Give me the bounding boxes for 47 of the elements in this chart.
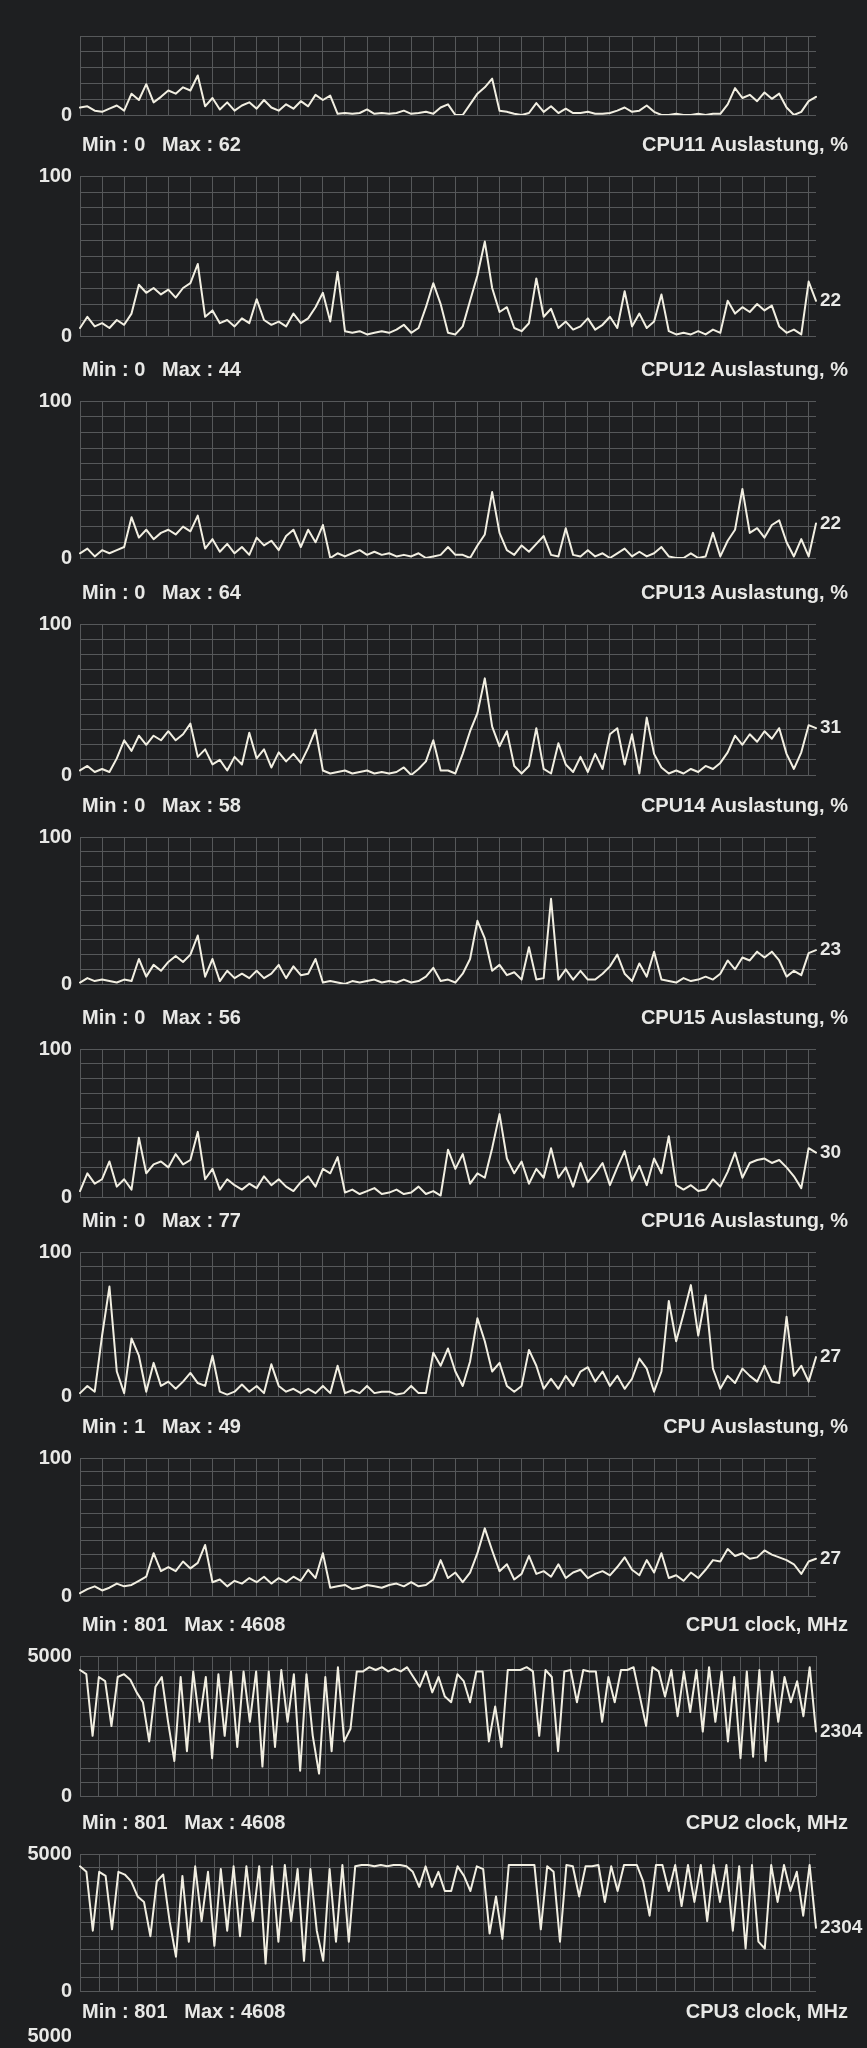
y-tick-label: 100 — [38, 163, 72, 186]
data-label: 27 — [820, 1345, 842, 1367]
y-tick-label: 100 — [38, 1036, 72, 1059]
y-tick-label: 0 — [60, 545, 72, 568]
data-label: 23 — [820, 938, 842, 960]
chart-subtitle: Min : 0 Max : 77 — [82, 1208, 241, 1232]
y-tick-label: 100 — [38, 611, 72, 634]
y-tick-label: 0 — [60, 1783, 72, 1806]
chart-title: CPU15 Auslastung, % — [640, 1005, 848, 1029]
data-label: 27 — [820, 1546, 842, 1568]
text: Min : 801 Max : 4608 — [82, 1999, 286, 2023]
y-tick-label: 0 — [60, 1184, 72, 1207]
chart-title: CPU1 clock, MHz — [685, 1612, 848, 1636]
chart-title: CPU13 Auslastung, % — [640, 580, 848, 604]
data-label: 30 — [820, 1140, 842, 1162]
chart-subtitle: Min : 0 Max : 64 — [82, 580, 241, 604]
y-tick-label: 100 — [38, 388, 72, 411]
chart-title: CPU Auslastung, % — [663, 1414, 848, 1438]
y-tick-label: 5000 — [27, 1841, 72, 1864]
chart-title: CPU11 Auslastung, % — [642, 132, 848, 156]
y-tick-label: 0 — [60, 1383, 72, 1406]
y-tick-label: 0 — [60, 1978, 72, 2001]
chart-subtitle: Min : 801 Max : 4608 — [82, 1612, 286, 1636]
y-tick-label: 100 — [38, 1239, 72, 1262]
chart-subtitle: Min : 1 Max : 49 — [82, 1414, 241, 1438]
y-tick-label: 5000 — [27, 1643, 72, 1666]
chart-subtitle: Min : 0 Max : 56 — [82, 1005, 241, 1029]
chart-title: CPU14 Auslastung, % — [640, 793, 848, 817]
chart-title: CPU12 Auslastung, % — [640, 357, 848, 381]
data-label: 2304 — [820, 1719, 863, 1741]
y-tick-label: 0 — [60, 762, 72, 785]
text: CPU3 clock, MHz — [685, 1999, 848, 2023]
y-tick-label: 0 — [60, 1583, 72, 1606]
data-label: 2304 — [820, 1916, 863, 1938]
chart-subtitle: Min : 0 Max : 62 — [82, 132, 241, 156]
chart-title: CPU2 clock, MHz — [685, 1810, 848, 1834]
y-tick-label: 0 — [60, 323, 72, 346]
chart-subtitle: Min : 0 Max : 44 — [82, 357, 241, 381]
y-tick-label: 100 — [38, 824, 72, 847]
data-label: 22 — [820, 511, 842, 533]
y-tick-label: 100 — [38, 1445, 72, 1468]
chart-title: CPU16 Auslastung, % — [640, 1208, 848, 1232]
data-label: 22 — [820, 289, 842, 311]
data-label: 31 — [820, 716, 842, 738]
y-tick-label: 0 — [60, 971, 72, 994]
chart-subtitle: Min : 0 Max : 58 — [82, 793, 241, 817]
chart-subtitle: Min : 801 Max : 4608 — [82, 1810, 286, 1834]
